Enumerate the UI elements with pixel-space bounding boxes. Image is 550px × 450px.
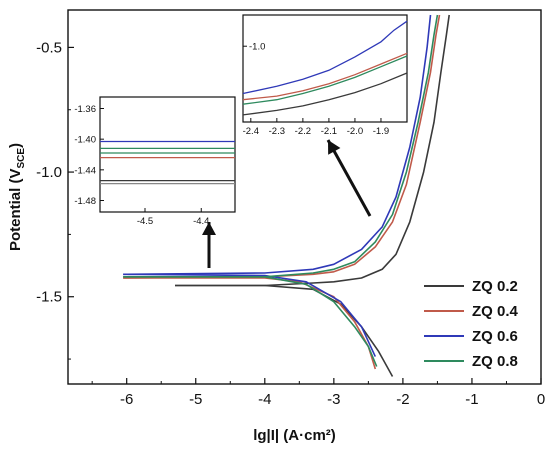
x-tick-label: -2 — [396, 391, 409, 408]
inset-right-series — [242, 72, 408, 116]
inset-right-x-tick-label: -2.3 — [269, 126, 285, 137]
inset-left-y-tick-label: -1.48 — [74, 196, 96, 207]
x-axis-title: lg|I| (A·cm²) — [253, 427, 336, 444]
y-tick-label: -1.5 — [36, 289, 62, 306]
inset-right-x-tick-label: -2.2 — [295, 126, 311, 137]
legend-label: ZQ 0.8 — [472, 353, 518, 370]
inset-right-x-tick-label: -2.4 — [243, 126, 259, 137]
arrow-right-head — [328, 140, 341, 155]
series-zq-08-cathodic — [123, 275, 378, 367]
y-tick-label: -0.5 — [36, 39, 62, 56]
inset-left-x-tick-label: -4.4 — [193, 216, 209, 227]
arrow-left-head — [202, 222, 216, 235]
x-tick-label: -3 — [327, 391, 340, 408]
inset-right-x-tick-label: -2.0 — [347, 126, 363, 137]
series-zq-06-anodic — [123, 14, 432, 276]
inset-left-y-tick-label: -1.44 — [74, 165, 96, 176]
inset-left-y-tick-label: -1.40 — [74, 135, 96, 146]
inset-right-y-tick-label: -1.0 — [249, 42, 265, 53]
series-zq-06-cathodic — [123, 273, 377, 357]
x-tick-label: -6 — [120, 391, 133, 408]
inset-right-x-tick-label: -1.9 — [373, 126, 389, 137]
inset-right-frame — [242, 14, 408, 123]
series-zq-04-cathodic — [123, 277, 377, 370]
series-zq-08-anodic — [123, 14, 439, 278]
inset-right-series — [242, 20, 408, 95]
y-tick-label: -1.0 — [36, 164, 62, 181]
x-tick-label: -5 — [189, 391, 202, 408]
y-axis-title: Potential (VSCE) — [7, 143, 27, 251]
plot-frame — [67, 9, 542, 385]
inset-right-series — [242, 55, 408, 105]
inset-left-y-tick-label: -1.36 — [74, 104, 96, 115]
legend-label: ZQ 0.4 — [472, 303, 519, 320]
series-zq-02-anodic — [175, 14, 450, 287]
x-tick-label: -1 — [465, 391, 478, 408]
series-zq-04-anodic — [123, 14, 441, 279]
legend-label: ZQ 0.6 — [472, 328, 518, 345]
inset-right-x-tick-label: -2.1 — [321, 126, 337, 137]
inset-right-series — [242, 52, 408, 101]
legend-label: ZQ 0.2 — [472, 278, 518, 295]
inset-left-frame — [99, 96, 236, 213]
x-tick-label: 0 — [537, 391, 545, 408]
arrow-right-shaft — [326, 139, 372, 217]
x-tick-label: -4 — [258, 391, 271, 408]
inset-left-x-tick-label: -4.5 — [137, 216, 153, 227]
